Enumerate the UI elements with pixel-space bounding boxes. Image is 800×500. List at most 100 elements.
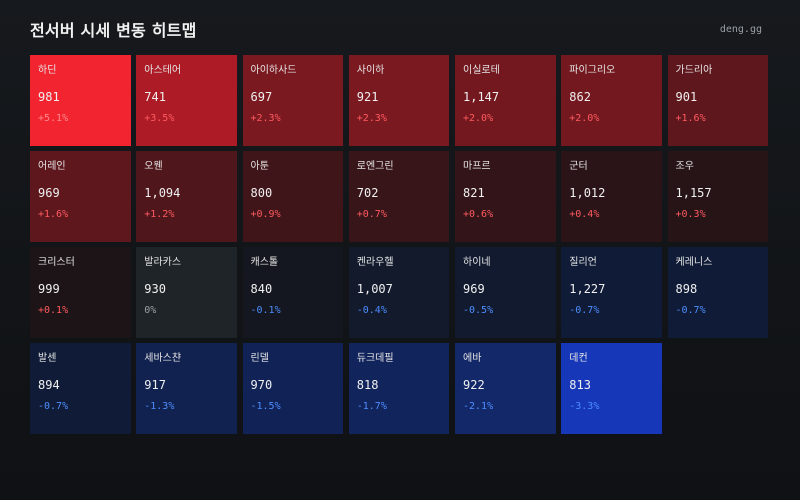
server-name: 마프르	[463, 161, 491, 172]
server-price: 1,147	[463, 90, 500, 104]
server-cell[interactable]: 사이하 921 +2.3%	[348, 55, 450, 146]
server-cell[interactable]: 로엔그린 702 +0.7%	[348, 151, 450, 242]
server-cell[interactable]: 린델 970 -1.5%	[242, 343, 343, 434]
server-name: 아툰	[250, 161, 269, 172]
server-cell[interactable]: 케레니스 898 -0.7%	[667, 247, 768, 338]
server-price: 999	[38, 282, 60, 296]
server-price: 1,094	[144, 186, 181, 200]
server-name: 데컨	[569, 353, 588, 364]
server-name: 세바스챤	[144, 353, 182, 364]
server-cell[interactable]: 캐스톨 840 -0.1%	[242, 247, 343, 338]
server-cell[interactable]: 발센 894 -0.7%	[30, 343, 131, 434]
server-price: 821	[463, 186, 485, 200]
price-change: +3.5%	[144, 113, 175, 124]
server-name: 캐스톨	[250, 257, 279, 268]
server-cell[interactable]: 세바스챤 917 -1.3%	[136, 343, 237, 434]
server-price: 921	[356, 90, 379, 104]
server-price: 917	[144, 378, 166, 392]
server-cell[interactable]: 질리언 1,227 -0.7%	[561, 247, 662, 338]
price-change: +0.6%	[463, 209, 494, 220]
server-price: 702	[356, 186, 379, 200]
server-cell[interactable]: 켄라우헬 1,007 -0.4%	[348, 247, 450, 338]
server-name: 아이하사드	[250, 65, 297, 76]
server-cell[interactable]: 군터 1,012 +0.4%	[561, 151, 662, 242]
server-cell[interactable]: 아툰 800 +0.9%	[242, 151, 343, 242]
price-change: 0%	[144, 305, 157, 316]
server-cell[interactable]: 아이하사드 697 +2.3%	[242, 55, 343, 146]
server-name: 발센	[38, 353, 57, 364]
price-change: -3.3%	[569, 401, 600, 412]
price-change: +1.6%	[38, 209, 69, 220]
server-price: 741	[144, 90, 166, 104]
price-change: +0.1%	[38, 305, 69, 316]
price-change: -0.1%	[250, 305, 281, 316]
server-name: 군터	[569, 161, 588, 172]
server-cell[interactable]: 파이그리오 862 +2.0%	[561, 55, 662, 146]
server-price: 901	[675, 90, 698, 104]
server-name: 듀크데필	[356, 353, 394, 364]
server-price: 818	[356, 378, 379, 392]
server-name: 사이하	[356, 65, 385, 76]
server-price: 697	[250, 90, 273, 104]
price-change: +1.6%	[675, 113, 706, 124]
server-cell[interactable]: 발라카스 930 0%	[136, 247, 237, 338]
server-name: 질리언	[569, 257, 597, 268]
server-cell[interactable]: 조우 1,157 +0.3%	[667, 151, 768, 242]
price-change: -0.7%	[675, 305, 706, 316]
server-cell[interactable]: 이실로테 1,147 +2.0%	[455, 55, 556, 146]
server-name: 케레니스	[675, 257, 713, 268]
price-change: +1.2%	[144, 209, 175, 220]
server-name: 가드리아	[675, 65, 713, 76]
server-price: 930	[144, 282, 166, 296]
server-price: 840	[250, 282, 273, 296]
server-cell[interactable]: 듀크데필 818 -1.7%	[348, 343, 450, 434]
price-change: +2.0%	[463, 113, 494, 124]
server-price: 981	[38, 90, 60, 104]
server-name: 아스테어	[144, 65, 182, 76]
server-name: 파이그리오	[569, 65, 616, 76]
server-name: 어레인	[38, 161, 66, 172]
server-name: 오웬	[144, 161, 163, 172]
site-brand[interactable]: deng.gg	[719, 23, 762, 35]
server-cell[interactable]: 오웬 1,094 +1.2%	[136, 151, 237, 242]
server-price: 970	[250, 378, 273, 392]
server-price: 1,227	[569, 282, 606, 296]
price-change: +2.3%	[250, 113, 281, 124]
server-name: 에바	[463, 353, 482, 364]
price-change: -0.5%	[463, 305, 494, 316]
server-price: 969	[38, 186, 60, 200]
price-change: -2.1%	[463, 401, 494, 412]
server-price: 1,012	[569, 186, 606, 200]
price-change: +2.0%	[569, 113, 600, 124]
server-name: 이실로테	[463, 65, 500, 76]
price-change: +0.9%	[250, 209, 281, 220]
server-cell[interactable]: 가드리아 901 +1.6%	[667, 55, 768, 146]
server-price: 1,007	[356, 282, 393, 296]
price-change: -1.5%	[250, 401, 281, 412]
price-change: -1.3%	[144, 401, 175, 412]
server-cell[interactable]: 어레인 969 +1.6%	[30, 151, 131, 242]
price-change: -1.7%	[356, 401, 387, 412]
server-name: 로엔그린	[356, 161, 394, 172]
server-cell[interactable]: 크리스터 999 +0.1%	[30, 247, 131, 338]
server-cell[interactable]: 에바 922 -2.1%	[455, 343, 556, 434]
server-cell[interactable]: 하이네 969 -0.5%	[455, 247, 556, 338]
price-change: +2.3%	[356, 113, 387, 124]
server-name: 켄라우헬	[356, 257, 394, 268]
price-change: +0.4%	[569, 209, 600, 220]
server-price: 922	[463, 378, 485, 392]
server-price: 800	[250, 186, 273, 200]
server-price: 969	[463, 282, 485, 296]
page-title: 전서버 시세 변동 히트맵	[30, 21, 197, 40]
server-price: 813	[569, 378, 591, 392]
server-name: 크리스터	[38, 257, 75, 268]
heatmap-grid: 하딘 981 +5.1% 아스테어 741 +3.5% 아이하사드 697 +2.3% 사이하 92…	[30, 55, 768, 434]
price-change: -0.7%	[569, 305, 600, 316]
server-cell[interactable]: 마프르 821 +0.6%	[455, 151, 556, 242]
server-price: 862	[569, 90, 591, 104]
server-cell[interactable]: 데컨 813 -3.3%	[561, 343, 662, 434]
server-cell[interactable]: 아스테어 741 +3.5%	[136, 55, 237, 146]
server-price: 894	[38, 378, 60, 392]
server-name: 하딘	[38, 65, 57, 76]
server-cell[interactable]: 하딘 981 +5.1%	[30, 55, 131, 146]
